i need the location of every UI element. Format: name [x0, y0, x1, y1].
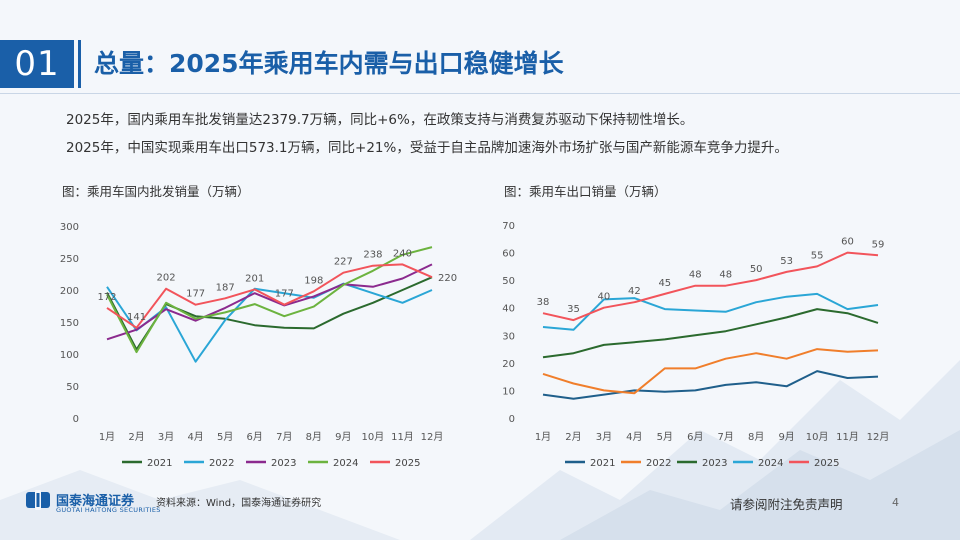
page-title: 总量：2025年乘用车内需与出口稳健增长	[94, 49, 564, 78]
data-label: 202	[157, 273, 176, 284]
y-tick-label: 60	[502, 249, 515, 260]
x-tick-label: 8月	[306, 431, 322, 443]
data-label: 198	[304, 275, 323, 286]
data-source: 资料来源：Wind，国泰海通证券研究	[156, 498, 322, 509]
legend-label-2023: 2023	[271, 458, 296, 469]
data-label: 35	[567, 304, 580, 315]
brand-logo-icon	[26, 490, 50, 510]
data-label: 60	[841, 237, 854, 248]
data-label: 141	[127, 312, 146, 323]
legend-label-2023: 2023	[702, 458, 727, 469]
x-tick-label: 6月	[687, 431, 703, 443]
summary-line-1: 2025年，国内乘用车批发销量达2379.7万辆，同比+6%，在政策支持与消费复…	[66, 112, 694, 128]
x-tick-label: 5月	[217, 431, 233, 443]
data-label: 45	[658, 278, 671, 289]
y-tick-label: 200	[60, 286, 79, 297]
y-tick-label: 30	[502, 331, 515, 342]
x-tick-label: 2月	[565, 431, 581, 443]
data-label: 220	[438, 273, 457, 284]
x-tick-label: 4月	[626, 431, 642, 443]
title-underline	[0, 93, 960, 94]
series-line-2022	[106, 282, 433, 363]
y-tick-label: 50	[502, 276, 515, 287]
brand-subtitle: GUOTAI HAITONG SECURITIES	[56, 506, 161, 514]
x-tick-label: 9月	[778, 431, 794, 443]
series-line-2025	[106, 263, 433, 329]
brand-name: 国泰海通证券	[56, 494, 135, 509]
legend-label-2022: 2022	[209, 458, 234, 469]
series-line-2023	[542, 308, 879, 359]
section-divider	[78, 40, 81, 88]
legend-label-2022: 2022	[646, 458, 671, 469]
data-label: 42	[628, 286, 641, 297]
section-number: 01	[0, 40, 74, 88]
chart-1-title: 图：乘用车国内批发销量（万辆）	[62, 184, 250, 199]
series-line-2024	[542, 292, 879, 331]
x-tick-label: 7月	[276, 431, 292, 443]
data-label: 38	[537, 297, 550, 308]
x-tick-label: 4月	[187, 431, 203, 443]
domestic-sales-chart: 0 50 100 150 200 250 300 1月 2月 3月 4月 5月 6月 7月 8月 9月 10月 1…	[60, 222, 457, 469]
data-label: 50	[750, 264, 763, 275]
legend-label-2024: 2024	[758, 458, 783, 469]
x-tick-label: 7月	[718, 431, 734, 443]
page-number: 4	[892, 496, 899, 509]
x-tick-label: 12月	[421, 431, 444, 443]
legend-label-2025: 2025	[814, 458, 839, 469]
x-tick-label: 11月	[836, 431, 859, 443]
legend-label-2025: 2025	[395, 458, 420, 469]
series-line-2021	[106, 276, 433, 351]
y-tick-label: 100	[60, 350, 79, 361]
data-label: 172	[97, 292, 116, 303]
x-tick-label: 1月	[99, 431, 115, 443]
data-label: 48	[719, 270, 732, 281]
data-label: 240	[393, 248, 412, 259]
y-tick-label: 50	[66, 382, 79, 393]
chart-2-title: 图：乘用车出口销量（万辆）	[504, 184, 667, 199]
legend-label-2024: 2024	[333, 458, 358, 469]
y-tick-label: 300	[60, 222, 79, 233]
data-label: 48	[689, 270, 702, 281]
summary-line-2: 2025年，中国实现乘用车出口573.1万辆，同比+21%，受益于自主品牌加速海…	[66, 140, 788, 156]
legend-label-2021: 2021	[147, 458, 172, 469]
x-tick-label: 10月	[806, 431, 829, 443]
data-label: 201	[245, 273, 264, 284]
data-label: 59	[872, 239, 885, 250]
series-line-2025	[542, 251, 879, 322]
x-tick-label: 9月	[335, 431, 351, 443]
data-label: 177	[275, 289, 294, 300]
data-label: 227	[334, 257, 353, 268]
x-tick-label: 3月	[158, 431, 174, 443]
y-tick-label: 0	[509, 414, 515, 425]
x-tick-label: 12月	[867, 431, 890, 443]
data-label: 53	[780, 256, 793, 267]
data-label: 238	[363, 250, 382, 261]
x-tick-label: 6月	[247, 431, 263, 443]
series-line-2024	[106, 246, 433, 354]
data-label: 55	[811, 250, 824, 261]
export-sales-chart: 0 10 20 30 40 50 60 70 1月 2月 3月 4月 5月 6月 7月 8月 9月 10月 11月 1…	[502, 221, 890, 469]
legend-label-2021: 2021	[590, 458, 615, 469]
y-tick-label: 250	[60, 254, 79, 265]
x-tick-label: 3月	[596, 431, 612, 443]
disclaimer-link[interactable]: 请参阅附注免责声明	[730, 497, 843, 512]
x-tick-label: 1月	[535, 431, 551, 443]
x-tick-label: 11月	[391, 431, 414, 443]
x-tick-label: 8月	[748, 431, 764, 443]
x-tick-label: 5月	[657, 431, 673, 443]
x-tick-label: 10月	[362, 431, 385, 443]
y-tick-label: 40	[502, 304, 515, 315]
y-tick-label: 150	[60, 318, 79, 329]
y-tick-label: 20	[502, 359, 515, 370]
data-label: 177	[186, 289, 205, 300]
series-line-2021	[542, 370, 879, 400]
series-line-2022	[542, 348, 879, 395]
data-label: 40	[598, 292, 611, 303]
y-tick-label: 0	[73, 414, 79, 425]
data-label: 187	[216, 282, 235, 293]
y-tick-label: 70	[502, 221, 515, 232]
y-tick-label: 10	[502, 386, 515, 397]
x-tick-label: 2月	[128, 431, 144, 443]
